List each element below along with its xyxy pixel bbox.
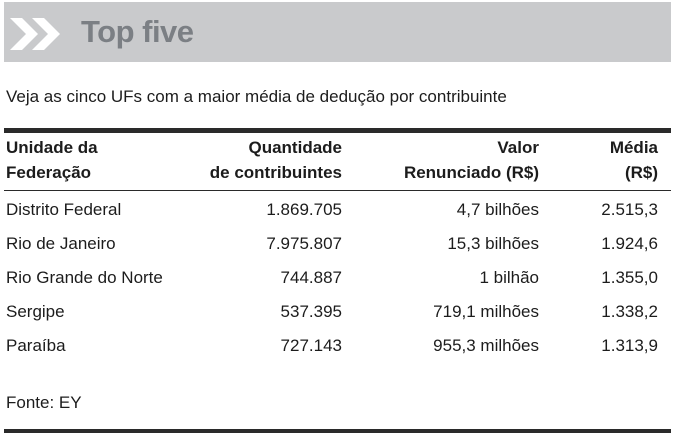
- column-header-uf: Unidade da Federação: [6, 138, 98, 182]
- cell-quantidade: 7.975.807: [266, 234, 342, 253]
- cell-media: 1.924,6: [601, 234, 658, 253]
- column-header-valor: Valor Renunciado (R$): [403, 138, 539, 182]
- double-chevron-right-icon: [10, 18, 60, 50]
- column-header-quantidade: Quantidade de contribuintes: [209, 138, 342, 182]
- cell-valor: 15,3 bilhões: [447, 234, 539, 253]
- column-header-media: Média (R$): [609, 138, 658, 182]
- page-title: Top five: [81, 14, 194, 49]
- title-banner: Top five: [4, 2, 671, 62]
- cell-valor: 955,3 milhões: [433, 336, 539, 355]
- cell-valor: 719,1 milhões: [433, 302, 539, 321]
- cell-quantidade: 1.869.705: [266, 200, 342, 219]
- cell-media: 1.313,9: [601, 336, 658, 355]
- table-row: Sergipe 537.395 719,1 milhões 1.338,2: [0, 300, 675, 334]
- table-top-rule: [4, 128, 671, 133]
- table-row: Paraíba 727.143 955,3 milhões 1.313,9: [0, 334, 675, 368]
- table-row: Rio de Janeiro 7.975.807 15,3 bilhões 1.…: [0, 232, 675, 266]
- cell-uf: Distrito Federal: [6, 200, 122, 219]
- cell-quantidade: 537.395: [280, 302, 342, 321]
- cell-uf: Rio Grande do Norte: [6, 268, 163, 287]
- cell-quantidade: 727.143: [280, 336, 342, 355]
- source-note: Fonte: EY: [6, 393, 82, 412]
- table-bottom-rule: [4, 429, 671, 433]
- table-row: Rio Grande do Norte 744.887 1 bilhão 1.3…: [0, 266, 675, 300]
- cell-media: 1.338,2: [601, 302, 658, 321]
- cell-quantidade: 744.887: [280, 268, 342, 287]
- table-header-rule: [4, 190, 671, 191]
- cell-uf: Sergipe: [6, 302, 65, 321]
- cell-media: 2.515,3: [601, 200, 658, 219]
- table-row: Distrito Federal 1.869.705 4,7 bilhões 2…: [0, 198, 675, 232]
- cell-media: 1.355,0: [601, 268, 658, 287]
- cell-valor: 4,7 bilhões: [456, 200, 539, 219]
- subtitle: Veja as cinco UFs com a maior média de d…: [6, 87, 507, 106]
- cell-valor: 1 bilhão: [479, 268, 539, 287]
- cell-uf: Rio de Janeiro: [6, 234, 116, 253]
- cell-uf: Paraíba: [6, 336, 66, 355]
